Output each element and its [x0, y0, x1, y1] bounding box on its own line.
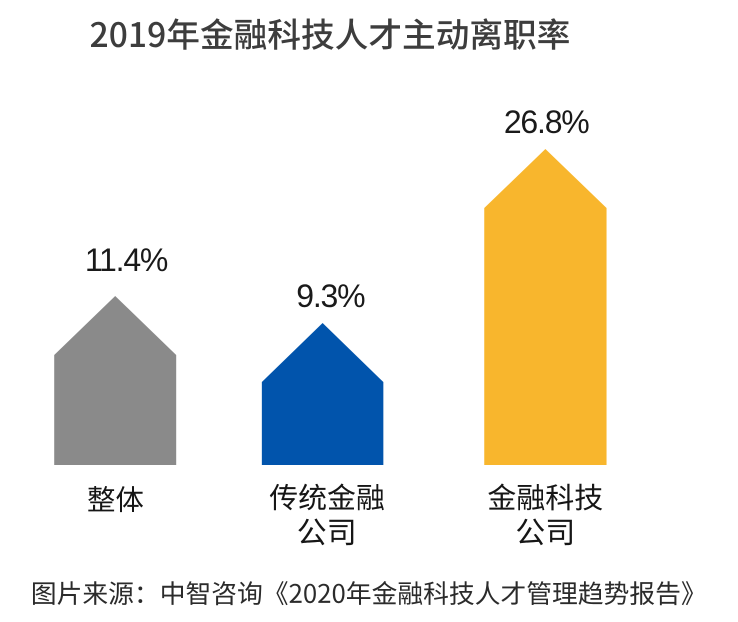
category-label-traditional-finance-glyphs — [269, 483, 384, 546]
category-label-fintech-glyphs — [488, 483, 603, 546]
bar-traditional-finance — [261, 323, 384, 465]
value-label-overall: 11.4% — [84, 241, 169, 278]
source-note-glyphs — [33, 581, 693, 606]
chart-title-glyphs — [90, 18, 569, 50]
category-label-overall-glyphs — [88, 486, 144, 513]
value-label-traditional-finance: 9.3% — [296, 277, 365, 314]
value-label-fintech: 26.8% — [503, 103, 590, 140]
bar-fintech — [484, 149, 607, 465]
bar-overall — [54, 296, 177, 465]
